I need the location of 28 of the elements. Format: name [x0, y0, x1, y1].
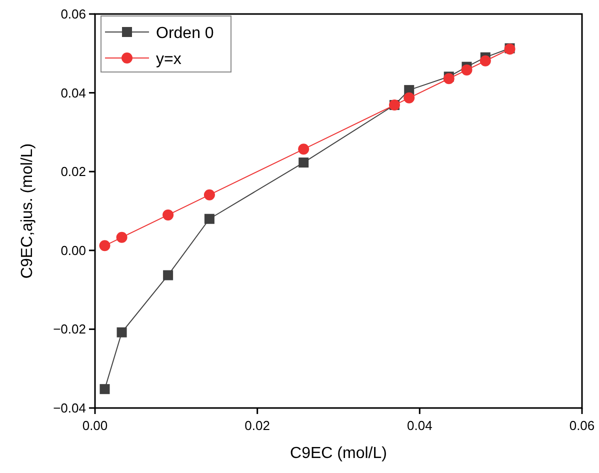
point: [204, 214, 214, 224]
point: [99, 240, 110, 252]
point: [480, 55, 491, 66]
point: [298, 144, 310, 155]
point: [162, 209, 174, 220]
y-axis-title: C9EC,ajus. (mol/L): [19, 143, 36, 279]
point: [404, 92, 415, 104]
point: [100, 384, 110, 394]
legend-label: y=x: [156, 51, 182, 68]
point: [204, 189, 215, 200]
y-tick-label: 0.00: [60, 242, 86, 258]
point: [163, 270, 174, 280]
x-tick-label: 0.04: [407, 418, 432, 433]
point: [116, 327, 127, 338]
point: [461, 64, 472, 76]
y-tick-label: 0.04: [60, 85, 86, 100]
y-tick-label: −0.04: [53, 400, 86, 416]
point: [116, 232, 128, 243]
y-tick-label: 0.06: [60, 6, 86, 22]
x-axis-title: C9EC (mol/L): [290, 445, 387, 462]
point: [298, 158, 309, 168]
y-tick-label: −0.02: [53, 322, 86, 337]
legend-label: Orden 0: [156, 25, 214, 42]
x-tick-label: 0.02: [244, 418, 270, 433]
x-tick-label: 0.06: [569, 418, 595, 433]
point: [443, 73, 454, 84]
y-tick-label: 0.02: [60, 164, 86, 180]
x-tick-label: 0.00: [82, 418, 108, 433]
